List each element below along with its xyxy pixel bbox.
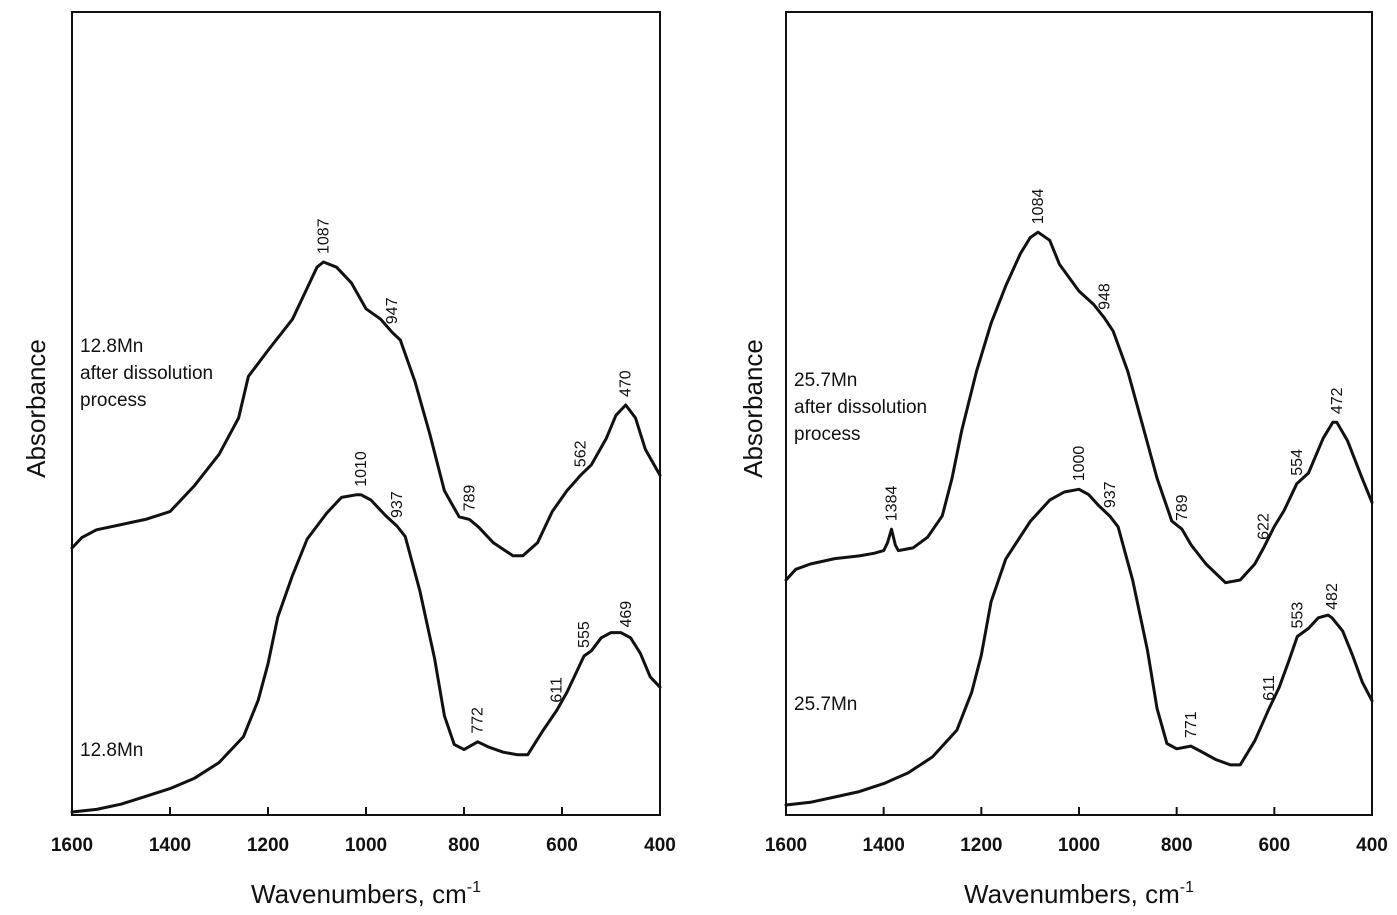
y-axis-title: Absorbance [21,339,51,478]
x-axis-title: Wavenumbers, cm-1 [964,879,1194,909]
peak-label: 1084 [1030,189,1047,225]
series-label: 12.8Mn [80,336,143,357]
spectrum-line [784,487,1374,807]
x-tick-label: 800 [1161,835,1193,856]
x-tick-label: 400 [644,835,676,856]
x-axis-title-text: Wavenumbers, cm [964,879,1180,909]
series-2: 25.7Mn 1000 937 771 611 553 482 [784,446,1374,807]
series-label: process [80,390,147,411]
peak-label: 1384 [883,486,900,522]
series-1: 25.7Mn after dissolution process 1384 1084 94… [784,189,1374,585]
peak-label: 789 [461,485,478,512]
x-axis-title-superscript: -1 [467,879,481,896]
plot-frame [71,11,661,816]
series-1: 12.8Mn after dissolution process 1087 947 789… [70,218,662,558]
peak-label: 470 [618,370,635,397]
spectrum-line [784,230,1374,585]
peak-label: 482 [1324,583,1341,610]
x-tick-label: 1400 [863,835,905,856]
x-tick-label: 400 [1356,835,1388,856]
series-label: after dissolution [80,363,213,384]
peak-label: 622 [1256,513,1273,540]
x-tick-label: 1600 [765,835,807,856]
peak-label: 555 [576,621,593,648]
x-axis-title: Wavenumbers, cm-1 [251,879,481,909]
peak-label: 937 [389,491,406,518]
x-tick-label: 600 [1258,835,1290,856]
series-label: 25.7Mn [794,370,857,391]
peak-label: 562 [573,440,590,467]
peak-label: 948 [1096,283,1113,310]
chart-panel-1: 1600 1400 1200 1000 800 600 400 Wavenumbers, cm… [21,11,676,909]
peak-label: 1000 [1071,446,1088,482]
peak-label: 937 [1102,481,1119,508]
x-tick-label: 1000 [1058,835,1100,856]
peak-label: 1010 [353,451,370,487]
series-2: 12.8Mn 1010 937 772 611 555 469 [70,451,662,814]
x-tick-label: 1000 [345,835,387,856]
peak-label: 947 [384,297,401,324]
peak-label: 553 [1289,602,1306,629]
series-label: process [794,424,861,445]
peak-label: 554 [1289,449,1306,476]
peak-label: 469 [618,601,635,628]
x-tick-label: 1600 [51,835,93,856]
peak-label: 472 [1329,387,1346,414]
peak-label: 1087 [315,218,332,254]
spectrum-line [70,493,662,814]
x-tick-label: 1200 [247,835,289,856]
peak-label: 611 [549,677,566,703]
spectrum-line [70,260,662,558]
x-axis-title-superscript: -1 [1180,879,1194,896]
chart-panel-2: 1600 1400 1200 1000 800 600 400 Wavenumbers, cm… [738,11,1388,909]
peak-label: 772 [470,707,487,734]
peak-label: 771 [1183,711,1200,738]
series-label: 12.8Mn [80,740,143,761]
peak-label: 611 [1261,675,1278,701]
x-tick-label: 600 [546,835,578,856]
x-tick-label: 1200 [960,835,1002,856]
x-axis-title-text: Wavenumbers, cm [251,879,467,909]
peak-label: 789 [1174,494,1191,521]
y-axis-title: Absorbance [738,339,768,478]
x-tick-label: 800 [448,835,480,856]
x-tick-label: 1400 [149,835,191,856]
series-label: after dissolution [794,397,927,418]
series-label: 25.7Mn [794,694,857,715]
